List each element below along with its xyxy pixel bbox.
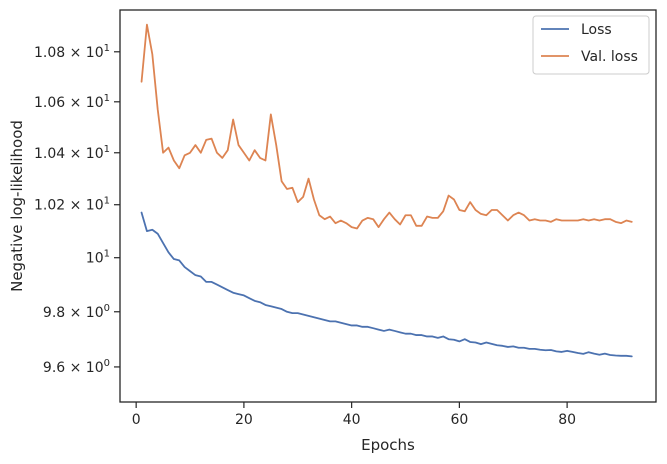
y-tick-label: 9.6 × 100 (43, 358, 110, 376)
legend-label-val-loss: Val. loss (581, 49, 638, 65)
plot-area (119, 9, 657, 403)
x-tick-label: 60 (450, 412, 468, 428)
y-tick-label: 101 (86, 249, 110, 267)
y-tick-label: 1.08 × 101 (34, 43, 110, 61)
y-axis-ticks: 9.6 × 100 9.8 × 100 101 1.02 × 101 1.04 × 10… (34, 43, 120, 376)
x-tick-label: 0 (132, 412, 141, 428)
series-line-loss (140, 211, 633, 358)
series-line-val-loss (140, 23, 633, 230)
y-tick-label: 1.06 × 101 (34, 93, 110, 111)
x-axis-ticks: 0 20 40 60 80 (132, 402, 576, 428)
x-tick-label: 80 (558, 412, 576, 428)
legend-label-loss: Loss (581, 22, 612, 38)
legend-box (532, 15, 650, 75)
legend: Loss Val. loss (532, 15, 650, 75)
x-tick-label: 40 (343, 412, 361, 428)
y-tick-label: 9.8 × 100 (43, 303, 110, 321)
y-axis-label: Negative log-likelihood (8, 120, 26, 292)
y-tick-label: 1.04 × 101 (34, 144, 110, 162)
series-layer (140, 23, 633, 358)
y-tick-label: 1.02 × 101 (34, 196, 110, 214)
x-axis-label: Epochs (361, 436, 415, 454)
x-tick-label: 20 (235, 412, 253, 428)
